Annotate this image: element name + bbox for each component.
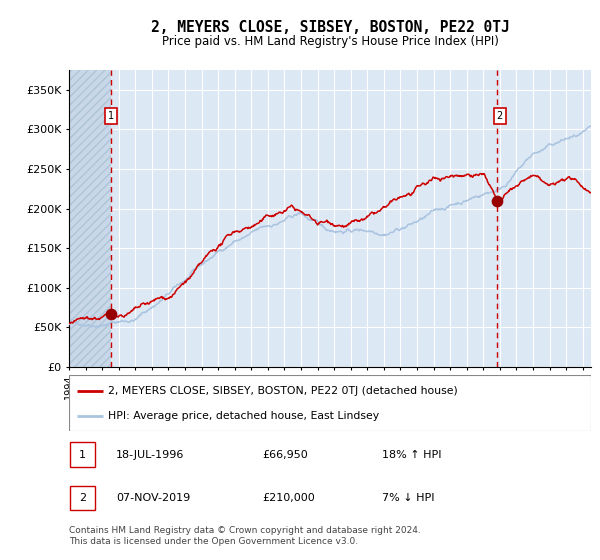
Text: £210,000: £210,000 <box>262 493 315 503</box>
Point <box>493 196 502 205</box>
Text: 18% ↑ HPI: 18% ↑ HPI <box>382 450 442 460</box>
Text: £66,950: £66,950 <box>262 450 308 460</box>
Text: 2: 2 <box>497 111 503 121</box>
Text: 2, MEYERS CLOSE, SIBSEY, BOSTON, PE22 0TJ (detached house): 2, MEYERS CLOSE, SIBSEY, BOSTON, PE22 0T… <box>108 386 458 396</box>
Text: 1: 1 <box>79 450 86 460</box>
Text: Contains HM Land Registry data © Crown copyright and database right 2024.
This d: Contains HM Land Registry data © Crown c… <box>69 526 421 546</box>
Text: 07-NOV-2019: 07-NOV-2019 <box>116 493 190 503</box>
Text: 18-JUL-1996: 18-JUL-1996 <box>116 450 184 460</box>
Bar <box>70 486 95 510</box>
Text: 2: 2 <box>79 493 86 503</box>
Bar <box>69 70 111 367</box>
Bar <box>70 442 95 467</box>
Text: 1: 1 <box>108 111 114 121</box>
Text: 7% ↓ HPI: 7% ↓ HPI <box>382 493 434 503</box>
Text: HPI: Average price, detached house, East Lindsey: HPI: Average price, detached house, East… <box>108 410 379 421</box>
Point <box>106 309 116 318</box>
Text: Price paid vs. HM Land Registry's House Price Index (HPI): Price paid vs. HM Land Registry's House … <box>161 35 499 48</box>
Text: 2, MEYERS CLOSE, SIBSEY, BOSTON, PE22 0TJ: 2, MEYERS CLOSE, SIBSEY, BOSTON, PE22 0T… <box>151 20 509 35</box>
